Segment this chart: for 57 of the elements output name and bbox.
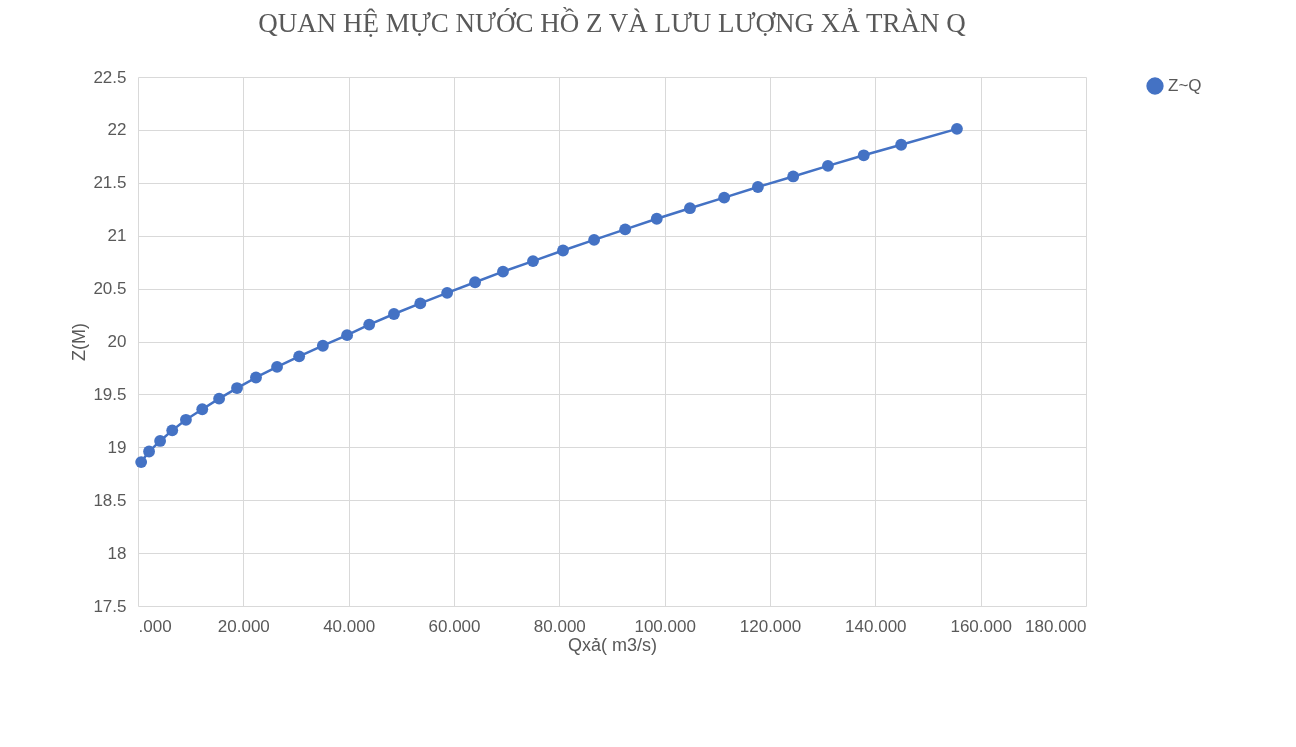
x-tick-label: 80.000	[533, 616, 586, 636]
point	[135, 456, 148, 469]
x-tick-label: 60.000	[428, 616, 481, 636]
y-tick-label: 18	[107, 543, 127, 563]
point	[822, 159, 834, 172]
point	[143, 445, 155, 458]
point	[293, 350, 306, 363]
y-tick-label: 22.5	[93, 67, 127, 87]
x-tick-label: 180.000	[1025, 616, 1087, 636]
y-tick-label: 20	[107, 332, 127, 351]
y-tick-label: 17.5	[93, 596, 127, 616]
y-tick-label: 18.5	[93, 490, 127, 510]
point	[951, 122, 963, 135]
x-tick-label: 20.000	[217, 616, 270, 636]
x-tick-label: .000	[138, 616, 172, 636]
y-tick-label: 19.5	[93, 384, 127, 404]
legend-label: Z~Q	[1168, 76, 1202, 95]
point	[341, 329, 353, 342]
point	[497, 265, 509, 278]
x-tick-label: 160.000	[950, 616, 1012, 636]
point	[250, 371, 262, 384]
point	[787, 170, 800, 183]
point	[895, 138, 908, 151]
point	[684, 202, 696, 215]
point	[527, 255, 539, 267]
point	[650, 212, 663, 225]
x-tick-label: 120.000	[739, 616, 802, 636]
point	[751, 181, 764, 193]
y-tick-label: 20.5	[93, 279, 127, 299]
y-tick-label: 21.5	[93, 173, 127, 193]
point	[718, 191, 731, 204]
y-tick-label: 22	[107, 120, 127, 140]
point	[196, 403, 209, 416]
chart-title: QUAN HỆ MỰC NƯỚC HỒ Z VÀ LƯU LƯỢNG XẢ TRÀN Q	[258, 7, 967, 38]
point	[588, 234, 601, 246]
point	[316, 339, 329, 352]
point	[231, 382, 243, 394]
point	[441, 286, 454, 299]
point	[180, 413, 192, 426]
point	[213, 392, 226, 405]
point	[388, 308, 400, 320]
point	[271, 360, 283, 373]
point	[363, 318, 376, 331]
point	[469, 276, 481, 289]
x-tick-label: 40.000	[323, 616, 376, 636]
x-axis-title: Qxả( m3/s)	[567, 634, 658, 655]
x-tick-label: 140.000	[845, 616, 907, 636]
point	[166, 424, 179, 437]
y-axis-title: Z(M)	[69, 323, 90, 361]
y-tick-label: 19	[107, 437, 127, 457]
point	[414, 297, 427, 310]
point	[557, 244, 569, 257]
point	[619, 223, 632, 236]
point	[857, 149, 870, 162]
x-tick-label: 100.000	[634, 616, 696, 636]
y-tick-label: 21	[107, 226, 127, 246]
point	[154, 435, 167, 447]
